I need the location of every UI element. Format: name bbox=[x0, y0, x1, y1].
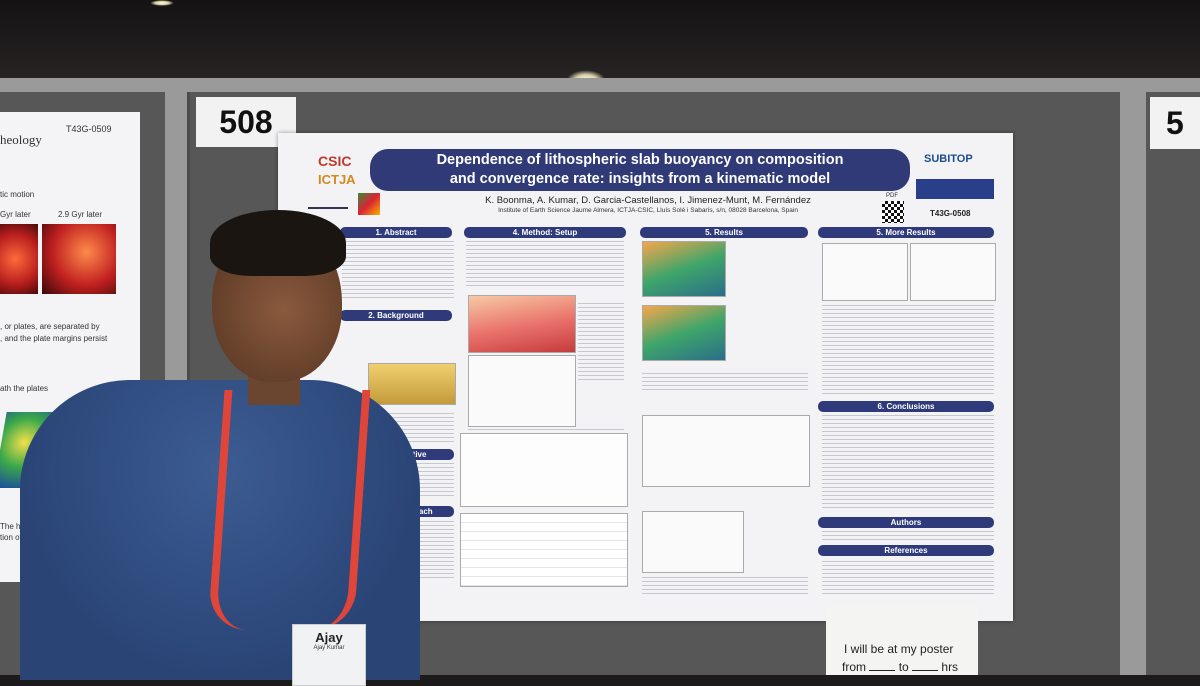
more-results-text bbox=[822, 305, 994, 395]
adjacent-poster-title: heology bbox=[0, 132, 42, 147]
section-abstract: 1. Abstract bbox=[340, 227, 452, 238]
ictja-logo: ICTJA bbox=[318, 172, 356, 187]
results-plot-2 bbox=[642, 511, 744, 573]
poster-id: T43G-0508 bbox=[930, 209, 971, 218]
method-caption bbox=[578, 303, 624, 383]
lab-logo bbox=[308, 193, 348, 209]
poster-title: Dependence of lithospheric slab buoyancy… bbox=[370, 149, 910, 191]
section-background: 2. Background bbox=[340, 310, 452, 321]
sign-line2: from to hrs bbox=[842, 660, 958, 674]
results-plot bbox=[642, 415, 810, 487]
right-frame-post bbox=[1120, 80, 1146, 675]
presenter: Ajay Ajay Kumar bbox=[0, 0, 440, 686]
references-text bbox=[822, 561, 994, 595]
partner-logo bbox=[358, 193, 380, 215]
name-badge: Ajay Ajay Kumar bbox=[292, 624, 366, 686]
qr-code bbox=[882, 201, 904, 223]
research-poster: CSIC ICTJA Dependence of lithospheric sl… bbox=[278, 133, 1013, 621]
sign-hrs: hrs bbox=[941, 660, 959, 674]
model-setup-figure bbox=[468, 295, 576, 353]
top-frame-bar bbox=[0, 78, 1200, 92]
badge-name: Ajay bbox=[315, 630, 343, 645]
adjacent-poster-map bbox=[0, 224, 38, 294]
abstract-text bbox=[342, 241, 454, 301]
method-plot bbox=[468, 355, 576, 427]
presence-sign: I will be at my poster from to hrs bbox=[826, 606, 978, 675]
presenter-hair bbox=[210, 210, 346, 276]
ceiling-light-small bbox=[150, 0, 174, 6]
adjacent-poster-id: T43G-0509 bbox=[66, 124, 112, 134]
background-figure bbox=[368, 363, 456, 405]
conclusions-text bbox=[822, 415, 994, 511]
more-results-plot-a bbox=[822, 243, 908, 301]
section-more-results: 5. More Results bbox=[818, 227, 994, 238]
badge-full-name: Ajay Kumar bbox=[313, 645, 345, 651]
results-caption-2 bbox=[642, 577, 808, 597]
sign-blank bbox=[912, 670, 939, 671]
adjacent-poster-label: 2.9 Gyr later bbox=[58, 210, 103, 219]
subitop-logo: SUBITOP bbox=[924, 153, 973, 165]
results-figure-a bbox=[642, 241, 726, 297]
authors-contact bbox=[822, 531, 994, 543]
adjacent-poster-label: Gyr later bbox=[0, 210, 31, 219]
adjacent-poster-text: , and the plate margins persist bbox=[0, 334, 108, 343]
adjacent-poster-label: tic motion bbox=[0, 190, 35, 199]
pdf-label: PDF bbox=[886, 193, 898, 199]
adjacent-poster-text: ath the plates bbox=[0, 384, 49, 393]
method-text bbox=[466, 241, 624, 289]
authors: K. Boonma, A. Kumar, D. Garcia-Castellan… bbox=[485, 195, 811, 206]
section-conclusions: 6. Conclusions bbox=[818, 401, 994, 412]
parameters-table bbox=[460, 513, 628, 587]
affiliation: Institute of Earth Science Jaume Almera,… bbox=[498, 207, 798, 214]
section-method: 4. Method: Setup bbox=[464, 227, 626, 238]
section-results: 5. Results bbox=[640, 227, 808, 238]
section-references: References bbox=[818, 545, 994, 556]
parameters-box bbox=[460, 433, 628, 507]
adjacent-poster-text: , or plates, are separated by bbox=[0, 322, 100, 331]
sign-line1: I will be at my poster bbox=[844, 642, 954, 656]
results-figure-b bbox=[642, 305, 726, 361]
more-results-plot-b bbox=[910, 243, 996, 301]
right-booth-number-sign: 5 bbox=[1150, 97, 1200, 149]
section-authors: Authors bbox=[818, 517, 994, 528]
right-board bbox=[1145, 92, 1200, 675]
adjacent-poster-map bbox=[42, 224, 116, 294]
poster-title-line2: and convergence rate: insights from a ki… bbox=[449, 171, 831, 187]
project-banner bbox=[916, 179, 994, 199]
results-caption bbox=[642, 373, 808, 393]
sign-from: from bbox=[842, 660, 866, 674]
lanyard bbox=[207, 390, 371, 630]
sign-to: to bbox=[898, 660, 909, 674]
csic-logo: CSIC bbox=[318, 153, 352, 169]
sign-blank bbox=[869, 670, 896, 671]
poster-title-line1: Dependence of lithospheric slab buoyancy… bbox=[436, 152, 844, 168]
